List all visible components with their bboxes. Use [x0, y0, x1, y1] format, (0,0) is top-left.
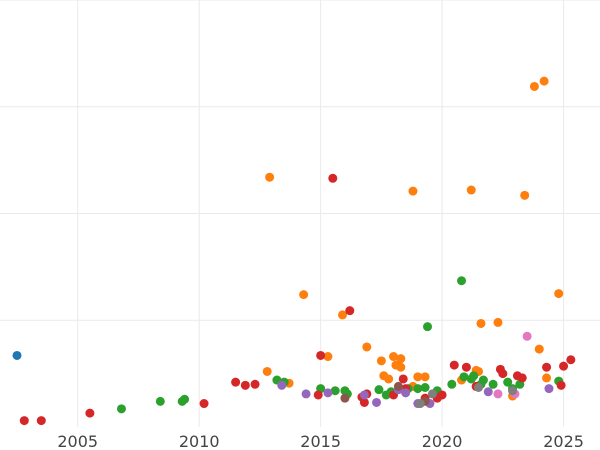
data-point: [483, 387, 493, 397]
grid-lines: [0, 0, 600, 427]
data-point: [316, 350, 326, 360]
data-point: [415, 399, 425, 409]
data-point: [359, 397, 369, 407]
data-point: [566, 355, 576, 365]
x-tick-label: 2020: [422, 432, 463, 450]
data-point: [250, 379, 260, 389]
data-point: [488, 379, 498, 389]
data-point: [396, 362, 406, 372]
data-points: [12, 76, 576, 426]
data-point: [457, 276, 467, 286]
data-point: [277, 380, 287, 390]
data-point: [262, 366, 272, 376]
data-point: [36, 416, 46, 426]
data-point: [437, 390, 447, 400]
data-point: [447, 379, 457, 389]
data-point: [503, 377, 513, 387]
data-point: [398, 374, 408, 384]
data-point: [478, 375, 488, 385]
data-point: [559, 361, 569, 371]
data-point: [323, 352, 333, 362]
data-point: [372, 397, 382, 407]
data-point: [376, 356, 386, 366]
data-point: [413, 372, 423, 382]
data-point: [493, 317, 503, 327]
data-point: [345, 306, 355, 316]
data-point: [180, 394, 190, 404]
data-point: [539, 76, 549, 86]
x-tick-label: 2025: [543, 432, 584, 450]
data-point: [493, 389, 503, 399]
x-tick-label: 2010: [179, 432, 220, 450]
data-point: [469, 371, 479, 381]
data-point: [474, 383, 484, 393]
data-point: [529, 81, 539, 91]
data-point: [427, 389, 437, 399]
data-point: [330, 386, 340, 396]
data-point: [476, 318, 486, 328]
data-point: [374, 385, 384, 395]
data-point: [19, 416, 29, 426]
data-point: [328, 173, 338, 183]
data-point: [199, 399, 209, 409]
data-point: [313, 390, 323, 400]
data-point: [459, 372, 469, 382]
data-point: [544, 384, 554, 394]
x-tick-label: 2005: [57, 432, 98, 450]
data-point: [116, 404, 126, 414]
x-axis-ticks: 2005 2010 2015 2020 2025: [57, 432, 584, 450]
data-point: [556, 380, 566, 390]
data-point: [396, 354, 406, 364]
data-point: [420, 383, 430, 393]
data-point: [522, 331, 532, 341]
data-point: [393, 381, 403, 391]
x-tick-label: 2015: [300, 432, 341, 450]
data-point: [338, 310, 348, 320]
data-point: [340, 393, 350, 403]
data-point: [389, 352, 399, 362]
data-point: [362, 342, 372, 352]
data-point: [231, 377, 241, 387]
data-point: [323, 388, 333, 398]
data-point: [498, 369, 508, 379]
data-point: [299, 290, 309, 300]
data-point: [423, 322, 433, 332]
data-point: [542, 373, 552, 383]
data-point: [517, 373, 527, 383]
data-point: [265, 172, 275, 182]
data-point: [420, 372, 430, 382]
data-point: [449, 360, 459, 370]
data-point: [155, 396, 165, 406]
data-point: [384, 374, 394, 384]
data-point: [240, 380, 250, 390]
data-point: [508, 386, 518, 396]
data-point: [554, 289, 564, 299]
data-point: [301, 389, 311, 399]
data-point: [461, 362, 471, 372]
data-point: [542, 362, 552, 372]
data-point: [534, 344, 544, 354]
data-point: [12, 350, 22, 360]
data-point: [408, 186, 418, 196]
data-point: [85, 408, 95, 418]
data-point: [401, 388, 411, 398]
data-point: [466, 185, 476, 195]
data-point: [359, 390, 369, 400]
data-point: [520, 190, 530, 200]
data-point: [413, 384, 423, 394]
